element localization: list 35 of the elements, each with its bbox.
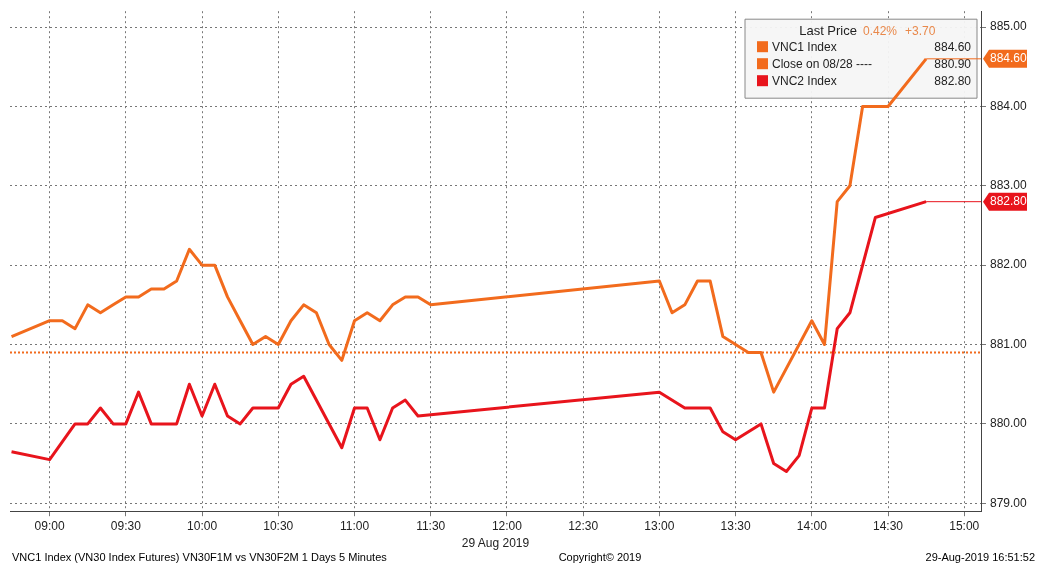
x-tick-label: 14:30 [873, 518, 904, 533]
y-tick-label: 885.00 [990, 19, 1028, 34]
legend-label: VNC2 Index [772, 73, 837, 88]
text: 884.60 [990, 51, 1028, 66]
x-tick-label: 15:00 [949, 518, 980, 533]
y-tick-label: 884.00 [990, 98, 1028, 113]
text: VNC1 Index (VN30 Index Futures) VN30F1M vs VN30F2M 1 Days 5 Minutes [12, 550, 388, 563]
x-tick-label: 09:30 [110, 518, 142, 533]
y-tick-label: 883.00 [990, 178, 1028, 193]
x-axis-title: 29 Aug 2019 [461, 536, 530, 551]
annotation: 880.90 [934, 56, 972, 71]
y-tick-label: 879.00 [990, 495, 1028, 510]
x-tick-label: 11:30 [416, 518, 446, 533]
x-tick-label: 14:00 [796, 518, 828, 533]
annotation: 882.80 [934, 73, 972, 88]
annotation: 0.42% [863, 23, 898, 38]
y-tick-label: 881.00 [990, 336, 1028, 351]
text: Copyright© 2019 [558, 550, 642, 563]
text: 29-Aug-2019 16:51:52 [925, 550, 1035, 563]
y-tick-label: 880.00 [990, 416, 1028, 431]
legend-label: Close on 08/28 ---- [772, 56, 873, 71]
x-tick-label: 09:00 [34, 518, 65, 533]
x-tick-label: 12:00 [491, 518, 523, 533]
x-tick-label: 10:00 [187, 518, 218, 533]
y-tick-label: 882.00 [990, 257, 1028, 272]
x-tick-label: 13:30 [720, 518, 751, 533]
legend-label: VNC1 Index [772, 39, 837, 54]
annotation: 884.60 [934, 39, 972, 54]
text: 882.80 [990, 193, 1028, 208]
x-tick-label: 10:30 [263, 518, 294, 533]
x-tick-label: 11:00 [339, 518, 370, 533]
legend-title: Last Price [799, 22, 857, 38]
x-tick-label: 13:00 [644, 518, 675, 533]
annotation: +3.70 [905, 23, 936, 38]
x-tick-label: 12:30 [568, 518, 599, 533]
